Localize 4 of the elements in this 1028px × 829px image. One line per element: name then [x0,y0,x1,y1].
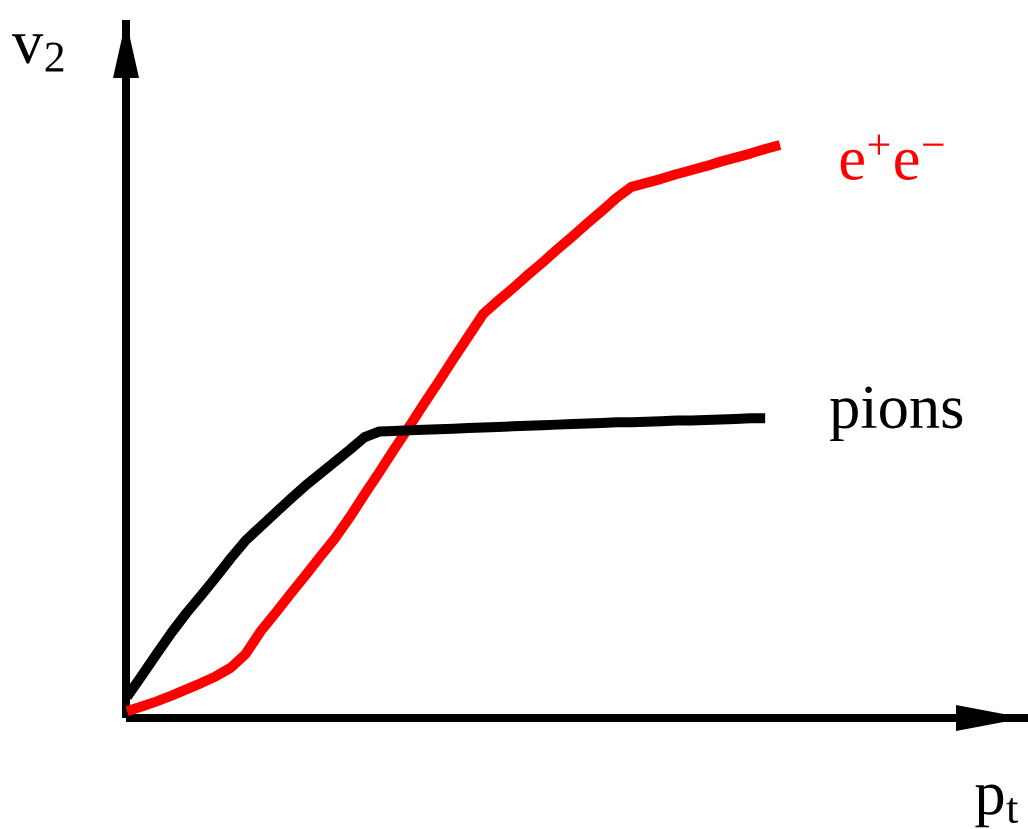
series-label: e$^{+}$e$^{−}$ [840,134,944,180]
series-label: pions [830,386,963,442]
y-axis-title: v$_{2}$ [12,34,64,72]
x-axis-title: p$_{t}$ [975,784,1019,828]
